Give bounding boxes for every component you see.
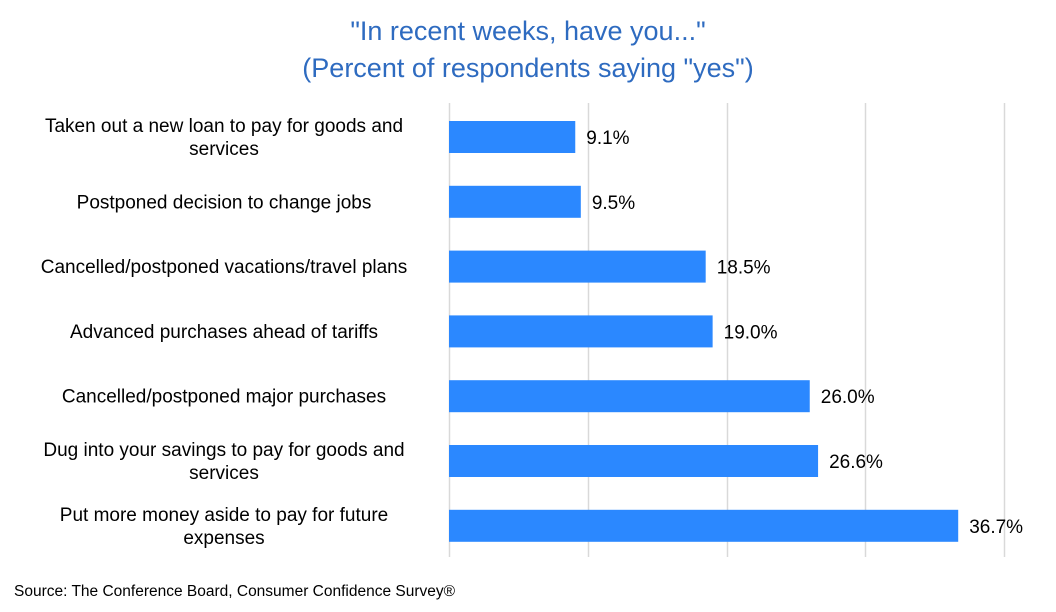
bar-5 — [449, 445, 819, 477]
category-label-6: Put more money aside to pay for future ex… — [60, 505, 388, 549]
chart-title-line-2: (Percent of respondents saying "yes") — [302, 53, 754, 83]
category-label-4: Cancelled/postponed major purchases — [62, 387, 386, 408]
category-label-line: Put more money aside to pay for future — [60, 505, 388, 526]
category-label-line: services — [189, 463, 259, 484]
value-label-4: 26.0% — [821, 387, 875, 408]
value-label-1: 9.5% — [592, 193, 635, 214]
category-label-line: Advanced purchases ahead of tariffs — [70, 322, 378, 343]
bar-6 — [449, 509, 959, 542]
category-label-line: Cancelled/postponed major purchases — [62, 387, 386, 408]
bar-0 — [449, 121, 576, 153]
source-note: Source: The Conference Board, Consumer C… — [14, 583, 456, 600]
value-labels: 9.1% 9.5% 18.5% 19.0% 26.0% 26.6% 36.7% — [586, 128, 1023, 538]
category-label-line: Taken out a new loan to pay for goods an… — [45, 116, 403, 137]
category-label-0: Taken out a new loan to pay for goods an… — [45, 116, 403, 160]
category-label-2: Cancelled/postponed vacations/travel pla… — [41, 257, 408, 278]
value-label-3: 19.0% — [724, 322, 778, 343]
category-label-1: Postponed decision to change jobs — [77, 192, 372, 213]
bar-4 — [449, 380, 810, 413]
category-label-line: Postponed decision to change jobs — [77, 192, 372, 213]
chart-title-line-1: "In recent weeks, have you..." — [350, 16, 706, 46]
bar-1 — [449, 185, 581, 218]
bar-2 — [449, 250, 706, 283]
category-label-3: Advanced purchases ahead of tariffs — [70, 322, 378, 343]
value-label-6: 36.7% — [969, 517, 1023, 538]
category-label-line: Cancelled/postponed vacations/travel pla… — [41, 257, 408, 278]
value-label-0: 9.1% — [586, 128, 629, 149]
category-label-line: services — [189, 139, 259, 160]
value-label-5: 26.6% — [829, 452, 883, 473]
category-label-line: Dug into your savings to pay for goods a… — [43, 440, 404, 461]
category-label-5: Dug into your savings to pay for goods a… — [43, 440, 404, 484]
bar-3 — [449, 315, 713, 348]
bars — [449, 121, 959, 542]
value-label-2: 18.5% — [717, 258, 771, 279]
category-label-line: expenses — [183, 528, 264, 549]
category-labels: Taken out a new loan to pay for goods an… — [41, 116, 408, 549]
